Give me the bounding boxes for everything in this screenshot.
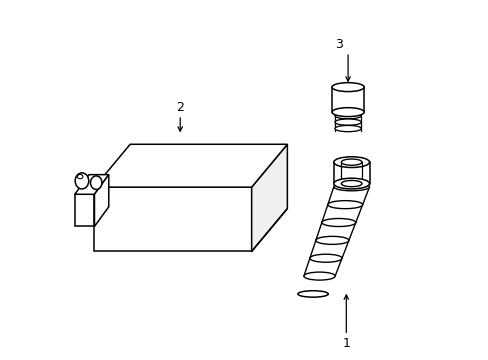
Ellipse shape (327, 201, 362, 209)
Polygon shape (94, 144, 287, 187)
Ellipse shape (309, 254, 341, 262)
Ellipse shape (334, 113, 361, 119)
Polygon shape (75, 194, 94, 226)
Ellipse shape (331, 83, 364, 91)
Polygon shape (94, 175, 108, 226)
Ellipse shape (75, 173, 88, 189)
Ellipse shape (334, 125, 361, 132)
Ellipse shape (333, 183, 369, 191)
Ellipse shape (334, 119, 361, 125)
Ellipse shape (315, 237, 348, 244)
Polygon shape (75, 175, 108, 194)
Text: 1: 1 (342, 337, 349, 350)
Polygon shape (251, 144, 287, 251)
Ellipse shape (321, 219, 355, 226)
Ellipse shape (303, 272, 334, 280)
Ellipse shape (341, 180, 361, 187)
Ellipse shape (331, 108, 364, 117)
Text: 2: 2 (176, 101, 184, 114)
Ellipse shape (333, 157, 369, 167)
Ellipse shape (297, 291, 327, 297)
Text: 3: 3 (335, 39, 343, 51)
Polygon shape (94, 187, 251, 251)
Ellipse shape (341, 159, 361, 165)
Ellipse shape (77, 175, 83, 179)
Ellipse shape (90, 176, 102, 189)
Polygon shape (89, 175, 108, 226)
Ellipse shape (333, 178, 369, 189)
